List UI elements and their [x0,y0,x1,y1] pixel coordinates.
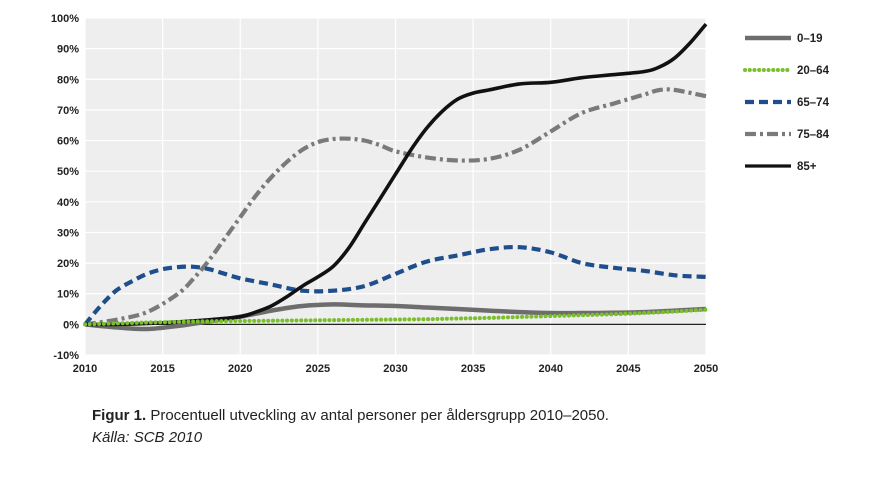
gridlines [84,17,707,356]
figure-caption: Figur 1. Procentuell utveckling av antal… [92,405,872,449]
caption-source: Källa: SCB 2010 [92,429,203,446]
x-tick-label: 2025 [306,363,330,375]
x-tick-label: 2035 [461,363,485,375]
legend-label: 85+ [797,161,817,173]
legend-label: 75–84 [797,129,830,141]
y-tick-label: 100% [51,13,79,25]
x-tick-label: 2040 [539,363,563,375]
y-tick-label: 60% [57,136,79,148]
series-line-75-84 [84,87,707,327]
series-line-0-19 [84,302,707,332]
series-line-85plus [84,22,708,327]
y-tick-label: 40% [57,197,79,209]
y-tick-label: -10% [53,350,79,362]
caption-text: Procentuell utveckling av antal personer… [146,407,609,424]
y-tick-label: 30% [57,227,79,239]
y-axis: 100% 90% 80% 70% 60% 50% 40% 30% 20% 10% 0% -10% [51,13,79,362]
y-tick-label: 80% [57,74,79,86]
caption-figure-label: Figur 1. [92,407,147,424]
line-chart: 100% 90% 80% 70% 60% 50% 40% 30% 20% 10% 0% -10% 20… [51,13,830,375]
y-tick-label: 20% [57,258,79,270]
y-tick-label: 90% [57,44,79,56]
x-tick-label: 2015 [150,363,174,375]
x-tick-label: 2020 [228,363,252,375]
series-line-65-74 [83,244,707,326]
x-tick-label: 2045 [616,363,640,375]
legend-label: 65–74 [797,97,830,109]
legend: 0–19 20–64 65–74 75–84 85+ [743,33,830,173]
legend-label: 20–64 [797,65,830,77]
x-axis: 2010 2015 2020 2025 2030 2035 2040 2045 2050 [73,363,718,375]
x-tick-label: 2050 [694,363,718,375]
y-tick-label: 50% [57,166,79,178]
x-tick-label: 2030 [383,363,407,375]
legend-label: 0–19 [797,33,823,45]
y-tick-label: 70% [57,105,79,117]
y-tick-label: 10% [57,289,79,301]
x-tick-label: 2010 [73,363,97,375]
series-layer [83,22,708,332]
series-line-20-64 [83,307,708,327]
y-tick-label: 0% [63,319,79,331]
